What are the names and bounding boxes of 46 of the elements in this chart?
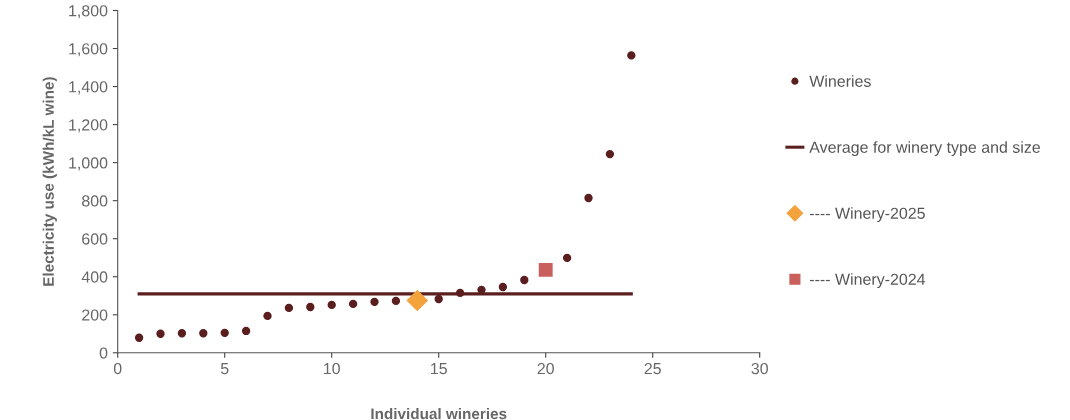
point (605, 149, 615, 159)
x-tick-label: 25 (644, 362, 661, 375)
y-tick-label: 1,200 (69, 119, 108, 133)
x-tick-label: 5 (220, 363, 229, 375)
point (584, 193, 593, 203)
point (370, 297, 379, 306)
point (220, 328, 229, 337)
point (498, 282, 508, 292)
point (434, 294, 443, 304)
point (284, 303, 294, 313)
legend-label: ---- Winery-2024 (809, 273, 926, 289)
legend-label: Wineries (809, 75, 871, 87)
y-tick-label: 400 (81, 271, 108, 283)
point (177, 329, 187, 338)
y-tick-label: 800 (82, 195, 108, 207)
y-axis-title: Electricity use (kWh/kL wine) (42, 77, 57, 286)
point (348, 299, 358, 309)
point (156, 329, 165, 338)
point (134, 333, 144, 342)
point (627, 51, 636, 60)
y-tick-label: 1,000 (69, 157, 108, 171)
point (327, 300, 336, 310)
point (520, 275, 529, 285)
x-tick-label: 0 (113, 362, 122, 375)
y-tick-label: 0 (99, 347, 108, 359)
y-tick-label: 1,600 (69, 43, 108, 57)
x-tick-label: 15 (431, 363, 447, 375)
point (263, 311, 272, 321)
point (562, 253, 572, 263)
legend-label: Average for winery type and size (809, 141, 1040, 157)
y-tick-label: 1,800 (69, 5, 108, 19)
point (199, 329, 208, 338)
point (241, 326, 251, 336)
point (391, 296, 401, 306)
x-tick-label: 10 (324, 362, 340, 375)
y-tick-label: 600 (82, 233, 108, 245)
x-axis-title: Individual wineries (371, 407, 507, 420)
point (306, 302, 315, 312)
point (538, 262, 553, 277)
x-tick-label: 20 (537, 362, 554, 375)
y-tick-label: 1,400 (69, 81, 108, 95)
point (455, 288, 465, 298)
x-tick-label: 30 (751, 362, 768, 375)
legend-label: ---- Winery-2025 (809, 207, 925, 223)
y-tick-label: 200 (82, 309, 108, 321)
point (406, 289, 429, 312)
